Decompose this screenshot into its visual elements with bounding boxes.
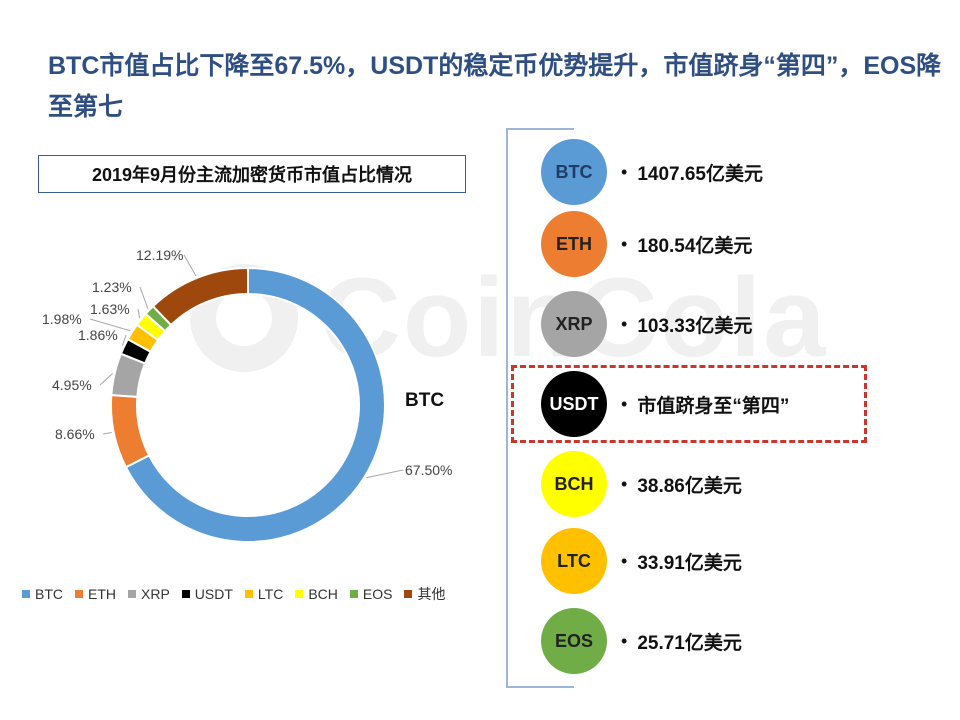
- legend-swatch: [244, 590, 253, 598]
- data-label-ltc: 1.98%: [42, 311, 82, 327]
- coin-badge-btc: BTC: [541, 139, 607, 205]
- data-label-bch: 1.63%: [90, 301, 130, 317]
- chart-title: 2019年9月份主流加密货币市值占比情况: [38, 155, 466, 193]
- coin-market-cap: 180.54亿美元: [637, 235, 753, 257]
- leader-line-bch: [137, 308, 141, 319]
- slice-btc: [124, 266, 386, 543]
- data-label-eth: 8.66%: [55, 426, 95, 442]
- legend-item-eth: ETH: [75, 586, 116, 602]
- bullet-icon: •: [621, 393, 628, 414]
- coin-badge-usdt: USDT: [541, 371, 607, 437]
- coin-badge-bch: BCH: [541, 451, 607, 517]
- page-title: BTC市值占比下降至67.5%，USDT的稳定币优势提升，市值跻身“第四”，EO…: [48, 52, 942, 121]
- coin-badge-xrp: XRP: [541, 291, 607, 357]
- leader-line-btc: [366, 469, 404, 479]
- coin-row-xrp: XRP • 103.33亿美元: [541, 290, 861, 358]
- coin-badge-ltc: LTC: [541, 528, 607, 594]
- leader-line-eos: [139, 286, 149, 309]
- leader-line-其他: [183, 254, 197, 277]
- coin-row-btc: BTC • 1407.65亿美元: [541, 138, 861, 206]
- bullet-icon: •: [621, 630, 628, 651]
- coin-row-eos: EOS • 25.71亿美元: [541, 607, 861, 675]
- bullet-icon: •: [621, 233, 628, 254]
- legend-item-bch: BCH: [295, 586, 338, 602]
- leader-line-usdt: [121, 334, 127, 346]
- coin-market-cap: 103.33亿美元: [637, 315, 753, 337]
- coin-market-cap: 市值跻身至“第四”: [637, 395, 790, 417]
- usdt-highlight-box: [511, 365, 867, 443]
- coin-market-cap: 25.71亿美元: [637, 632, 742, 654]
- coin-badge-eth: ETH: [541, 211, 607, 277]
- data-label-xrp: 4.95%: [52, 377, 92, 393]
- legend-label: BTC: [35, 586, 63, 602]
- legend-swatch: [295, 590, 304, 598]
- bullet-icon: •: [621, 550, 628, 571]
- data-label-其他: 12.19%: [136, 247, 183, 263]
- legend-swatch: [22, 590, 30, 598]
- legend-item-btc: BTC: [22, 586, 63, 602]
- coin-row-ltc: LTC • 33.91亿美元: [541, 527, 861, 595]
- leader-line-xrp: [99, 373, 113, 386]
- data-label-usdt: 1.86%: [78, 327, 118, 343]
- leader-line-eth: [102, 432, 112, 435]
- coin-market-cap: 38.86亿美元: [637, 475, 742, 497]
- legend-swatch: [404, 590, 413, 598]
- legend-item-ltc: LTC: [244, 586, 284, 602]
- legend-item-xrp: XRP: [128, 586, 170, 602]
- slice-其他: [151, 266, 249, 327]
- legend-label: XRP: [141, 586, 170, 602]
- bullet-icon: •: [621, 313, 628, 334]
- legend-label: 其他: [417, 586, 446, 602]
- chart-legend: BTC ETH XRP USDT LTC BCH EOS 其他: [22, 584, 492, 604]
- coin-market-cap: 33.91亿美元: [637, 552, 742, 574]
- legend-swatch: [349, 590, 358, 598]
- bullet-icon: •: [621, 473, 628, 494]
- slice-eth: [110, 393, 151, 469]
- coin-badge-eos: EOS: [541, 608, 607, 674]
- data-label-eos: 1.23%: [92, 279, 132, 295]
- legend-swatch: [181, 590, 190, 598]
- legend-swatch: [75, 590, 83, 598]
- coin-row-bch: BCH • 38.86亿美元: [541, 450, 861, 518]
- legend-label: BCH: [308, 586, 338, 602]
- coin-row-usdt: USDT • 市值跻身至“第四”: [541, 370, 861, 438]
- coin-list-bracket: [506, 128, 574, 688]
- legend-item-eos: EOS: [349, 586, 393, 602]
- btc-callout-label: BTC: [405, 390, 445, 411]
- legend-swatch: [128, 590, 136, 598]
- legend-label: EOS: [362, 586, 393, 602]
- legend-item-usdt: USDT: [181, 586, 233, 602]
- legend-label: USDT: [194, 586, 233, 602]
- leader-line-ltc: [89, 318, 131, 332]
- bullet-icon: •: [621, 161, 628, 182]
- legend-label: ETH: [88, 586, 116, 602]
- coin-row-eth: ETH • 180.54亿美元: [541, 210, 861, 278]
- legend-item-其他: 其他: [404, 584, 445, 604]
- legend-label: LTC: [257, 586, 284, 602]
- data-label-btc: 67.50%: [405, 462, 452, 478]
- coin-market-cap: 1407.65亿美元: [637, 163, 763, 185]
